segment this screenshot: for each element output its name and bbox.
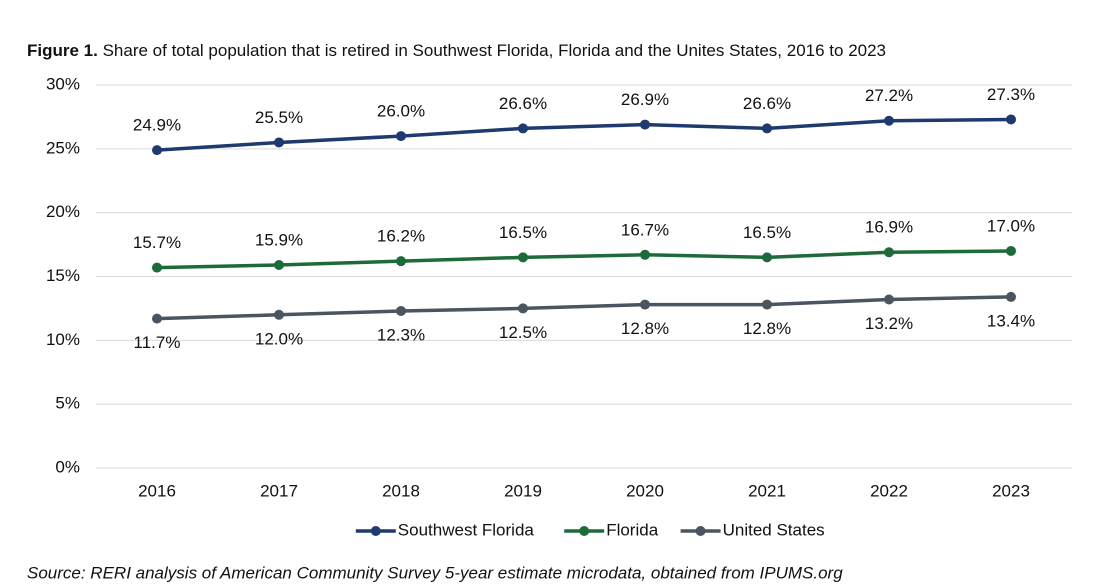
data-label: 12.8% xyxy=(743,319,791,338)
y-tick-label: 30% xyxy=(46,74,80,93)
series-point xyxy=(762,299,772,310)
data-label: 16.7% xyxy=(621,220,669,239)
data-label: 25.5% xyxy=(255,108,303,127)
x-tick-label: 2021 xyxy=(748,481,786,500)
series-point xyxy=(640,299,650,310)
series-point xyxy=(274,260,284,271)
data-label: 26.0% xyxy=(377,102,425,121)
series-point xyxy=(518,252,528,263)
series-point xyxy=(762,123,772,134)
x-tick-label: 2017 xyxy=(260,481,298,500)
x-tick-label: 2019 xyxy=(504,481,542,500)
series-point xyxy=(396,131,406,142)
legend-marker xyxy=(579,526,590,536)
series-point xyxy=(152,145,162,156)
data-label: 13.4% xyxy=(987,311,1035,330)
data-label: 26.9% xyxy=(621,90,669,109)
y-tick-label: 0% xyxy=(55,457,80,476)
data-label: 12.5% xyxy=(499,323,547,342)
series-point xyxy=(152,313,162,324)
chart-title: Share of total population that is retire… xyxy=(103,41,886,60)
data-label: 11.7% xyxy=(134,333,181,352)
y-tick-label: 5% xyxy=(55,394,80,413)
data-label: 15.7% xyxy=(133,233,181,252)
y-tick-label: 20% xyxy=(46,202,80,221)
series-point xyxy=(884,115,894,126)
legend-label: United States xyxy=(723,520,825,539)
data-label: 16.5% xyxy=(499,223,547,242)
series-line xyxy=(156,249,1012,270)
series-point xyxy=(396,305,406,316)
data-label: 26.6% xyxy=(499,94,547,113)
data-label: 16.5% xyxy=(743,223,791,242)
y-tick-label: 25% xyxy=(46,138,80,157)
series-point xyxy=(274,309,284,320)
data-label: 24.9% xyxy=(133,116,181,135)
y-tick-label: 10% xyxy=(46,330,80,349)
data-label: 12.0% xyxy=(255,329,303,348)
data-label: 16.9% xyxy=(865,218,913,237)
source-note: Source: RERI analysis of American Commun… xyxy=(27,563,843,582)
series-point xyxy=(518,123,528,134)
figure-label: Figure 1. xyxy=(27,41,98,60)
data-label: 12.3% xyxy=(377,325,425,344)
x-tick-label: 2022 xyxy=(870,481,908,500)
data-label: 15.9% xyxy=(255,230,303,249)
series-point xyxy=(518,303,528,314)
series-point xyxy=(762,252,772,263)
data-label: 12.8% xyxy=(621,319,669,338)
series-point xyxy=(1006,114,1016,125)
series-point xyxy=(884,247,894,258)
series-point xyxy=(152,262,162,273)
data-label: 27.2% xyxy=(865,86,913,105)
x-tick-label: 2023 xyxy=(992,481,1030,500)
series-point xyxy=(396,256,406,267)
legend-marker xyxy=(695,526,706,536)
series-point xyxy=(1006,291,1016,302)
data-label: 27.3% xyxy=(987,85,1035,104)
legend-label: Southwest Florida xyxy=(398,520,535,539)
data-label: 17.0% xyxy=(987,216,1035,235)
series-point xyxy=(1006,245,1016,256)
y-tick-label: 15% xyxy=(46,266,80,285)
series-line xyxy=(156,295,1012,321)
data-label: 13.2% xyxy=(865,314,913,333)
series-point xyxy=(640,249,650,260)
x-tick-label: 2016 xyxy=(138,481,176,500)
series-point xyxy=(884,294,894,305)
x-tick-label: 2018 xyxy=(382,481,420,500)
data-label: 16.2% xyxy=(377,227,425,246)
chart-title-text: Figure 1. Share of total population that… xyxy=(27,41,886,60)
data-label: 26.6% xyxy=(743,94,791,113)
legend-marker xyxy=(370,526,381,536)
legend-label: Florida xyxy=(606,520,659,539)
series-point xyxy=(274,137,284,148)
series-line xyxy=(156,117,1012,152)
series-point xyxy=(640,119,650,130)
x-tick-label: 2020 xyxy=(626,481,664,500)
